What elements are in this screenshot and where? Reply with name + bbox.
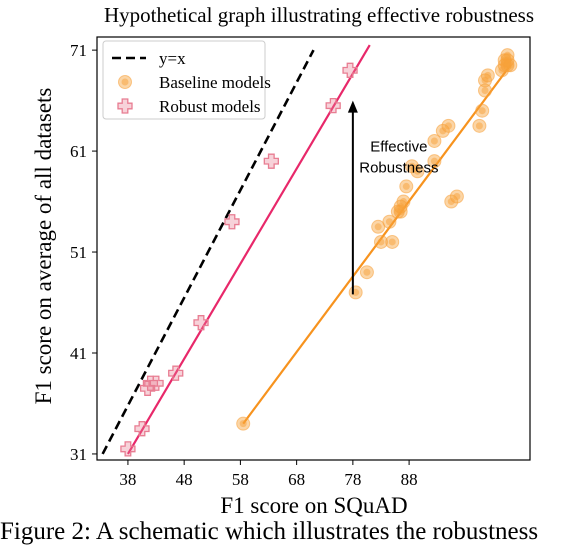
robust-model-point [224,214,240,230]
baseline-model-point [371,219,386,234]
figure-caption: Figure 2: A schematic which illustrates … [0,518,539,545]
x-tick-label: 38 [119,470,136,489]
legend-label: Baseline models [159,73,271,92]
legend: y=x Baseline models Robust models [102,40,271,120]
baseline-model-point [480,68,495,83]
baseline-model-point [359,265,374,280]
x-tick-label: 68 [288,470,305,489]
robust-model-point [134,421,150,437]
annotation: Effective Robustness [347,100,438,295]
baseline-model-point [503,58,518,73]
robust-model-point [263,153,279,169]
robust-model-point [148,375,164,391]
baseline-model-point [385,234,400,249]
y-tick-label: 51 [70,243,87,262]
baseline-model-point [427,154,442,169]
baseline-fit-line [242,64,512,425]
y-axis: 31 41 51 61 71 [70,41,97,464]
plot-area [96,36,531,461]
x-tick-label: 88 [401,470,418,489]
robust-model-point [193,315,209,331]
baseline-model-point [472,118,487,133]
robust-model-point [325,97,341,114]
robust-model-point [342,62,358,78]
robust-fit-line [126,44,371,455]
y-tick-label: 41 [70,344,87,363]
x-axis: 38 48 58 68 78 88 [119,460,418,489]
plot-frame [96,36,531,461]
baseline-model-point [382,214,397,229]
baseline-model-point [348,285,363,300]
x-tick-label: 58 [232,470,249,489]
robust-model-point [120,441,136,457]
baseline-model-point [478,83,493,98]
arrow-head [347,100,358,113]
annotation-text: Robustness [359,160,438,177]
legend-swatch-robust [117,98,133,114]
chart-title: Hypothetical graph illustrating effectiv… [104,3,534,27]
legend-swatch-baseline [118,75,132,89]
baseline-model-point [399,179,414,194]
legend-box [102,40,266,120]
baseline-model-point [449,189,464,204]
baseline-model-point [236,416,251,431]
x-tick-label: 78 [344,470,361,489]
x-axis-label: F1 score on SQuAD [220,493,407,518]
y-tick-label: 71 [70,41,87,60]
y-tick-label: 31 [70,445,87,464]
robust-model-point [168,365,184,381]
legend-label: y=x [159,49,186,68]
baseline-model-point [410,164,425,179]
y-axis-label: F1 score on average of all datasets [31,88,56,405]
baseline-model-point [396,194,411,209]
baseline-model-point [475,103,490,118]
annotation-text: Effective [370,139,427,156]
y-tick-label: 61 [70,142,87,161]
baseline-model-point [427,133,442,148]
baseline-model-point [373,234,388,249]
x-tick-label: 48 [176,470,193,489]
baseline-model-point [441,118,456,133]
legend-label: Robust models [159,97,261,116]
identity-line [101,49,315,455]
